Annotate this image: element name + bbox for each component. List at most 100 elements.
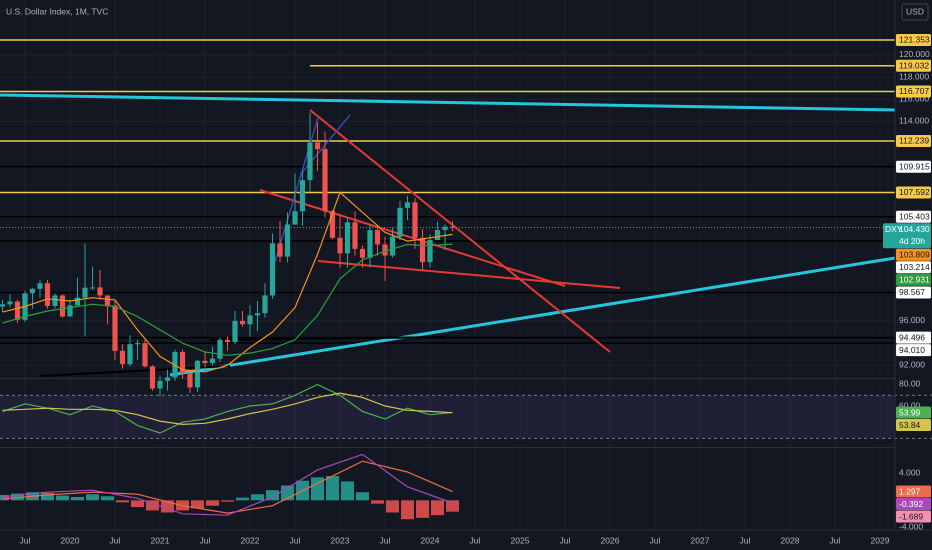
y-tick-label: 96.000 [899, 315, 925, 325]
candle-body [89, 287, 96, 289]
price-label: 94.496 [899, 332, 925, 342]
price-label: 121.353 [899, 35, 930, 45]
indicator-line [2, 191, 453, 373]
trend-line [259, 189, 566, 287]
price-label: 109.915 [899, 161, 930, 171]
candle-body [404, 202, 411, 208]
candle-body [442, 226, 448, 231]
candle-body [254, 313, 261, 316]
x-tick-label: Jul [560, 535, 571, 545]
macd-bar [325, 476, 339, 501]
macd-bar [220, 500, 234, 502]
grid-layer [0, 0, 932, 530]
x-tick-label: 2025 [511, 535, 530, 545]
candle-body [209, 358, 216, 364]
trend-line [169, 256, 896, 377]
macd-bar [355, 492, 369, 501]
price-label: 102.931 [899, 274, 930, 284]
x-tick-label: Jul [470, 535, 481, 545]
candle-body [427, 240, 433, 263]
x-tick-label: 2027 [691, 535, 710, 545]
marks-layer [0, 112, 459, 520]
candle-body [299, 180, 306, 212]
candle-body [269, 243, 276, 296]
candle-body [292, 211, 298, 225]
candle-body [217, 339, 223, 359]
y-tick-label: 118.000 [899, 71, 929, 81]
candle-body [134, 343, 141, 345]
macd-bar [265, 490, 279, 501]
candle-body [194, 360, 201, 388]
macd-bar [250, 494, 264, 501]
candle-body [179, 351, 186, 374]
price-label-bg [896, 210, 931, 223]
trend-line [274, 117, 319, 263]
price-label: 98.567 [899, 287, 925, 297]
x-tick-label: Jul [290, 535, 301, 545]
x-tick-label: 2023 [331, 535, 350, 545]
price-label-bg [896, 286, 931, 299]
price-label-bg [896, 485, 931, 498]
candle-body [412, 202, 418, 238]
x-tick-label: 2029 [871, 535, 890, 545]
y-tick-label: 120.000 [899, 49, 930, 59]
candle-body [284, 224, 291, 257]
price-label-bg [896, 85, 931, 98]
candle-body [7, 301, 13, 305]
trend-line [317, 260, 621, 289]
panel-separator [0, 447, 895, 448]
macd-bar [415, 500, 429, 518]
macd-bar [40, 492, 54, 501]
currency-box[interactable] [901, 3, 929, 21]
price-label: 116.707 [899, 86, 929, 96]
candle-body [14, 301, 21, 320]
candle-body [164, 377, 171, 381]
candle-body [127, 344, 133, 365]
candle-body [262, 295, 268, 314]
candle-body [239, 320, 246, 325]
price-label-bg [896, 510, 931, 523]
price-label: 107.592 [899, 187, 930, 197]
macd-bar [145, 500, 159, 511]
price-label: 103.214 [899, 262, 930, 272]
trend-line [0, 93, 896, 112]
y-tick-label: 4.000 [899, 468, 921, 478]
price-label-bg [896, 498, 931, 511]
currency[interactable]: USD [906, 6, 924, 16]
candle-body [322, 149, 328, 212]
x-tick-label: Jul [740, 535, 751, 545]
candle-body [0, 304, 6, 307]
chart-title: U.S. Dollar Index, 1M, TVC [6, 6, 108, 16]
candle-body [277, 243, 283, 257]
ticker-price: 104.430 [899, 224, 930, 234]
trend-line [309, 109, 611, 353]
macd-bar [70, 496, 84, 501]
y-tick-label: 116.000 [899, 94, 929, 104]
candle-body [232, 320, 238, 342]
y-tick-label: 80.00 [899, 379, 921, 389]
candle-body [74, 297, 81, 306]
price-label: 105.403 [899, 211, 930, 221]
macd-bar [235, 497, 249, 501]
indicator-line [2, 383, 453, 434]
candle-body [344, 222, 351, 254]
candle-body [67, 305, 73, 317]
y-tick-label: -4.000 [899, 522, 923, 532]
candle-body [419, 237, 426, 263]
price-label: -0.392 [899, 499, 923, 509]
macd-bar [190, 500, 204, 509]
candle-body [149, 366, 156, 389]
rsi-band [0, 395, 895, 439]
candle-body [202, 360, 208, 364]
macd-bar [55, 495, 69, 501]
price-label-bg [896, 406, 931, 419]
candle-body [112, 305, 118, 351]
ticker-countdown: 4d 20h [899, 236, 925, 246]
indicator-line [2, 392, 453, 426]
candle-body [329, 211, 336, 238]
drawings [0, 0, 932, 531]
x-tick-label: 2021 [151, 535, 170, 545]
candle-body [119, 350, 126, 365]
x-tick-label: 2028 [781, 535, 800, 545]
candle-body [97, 287, 103, 296]
